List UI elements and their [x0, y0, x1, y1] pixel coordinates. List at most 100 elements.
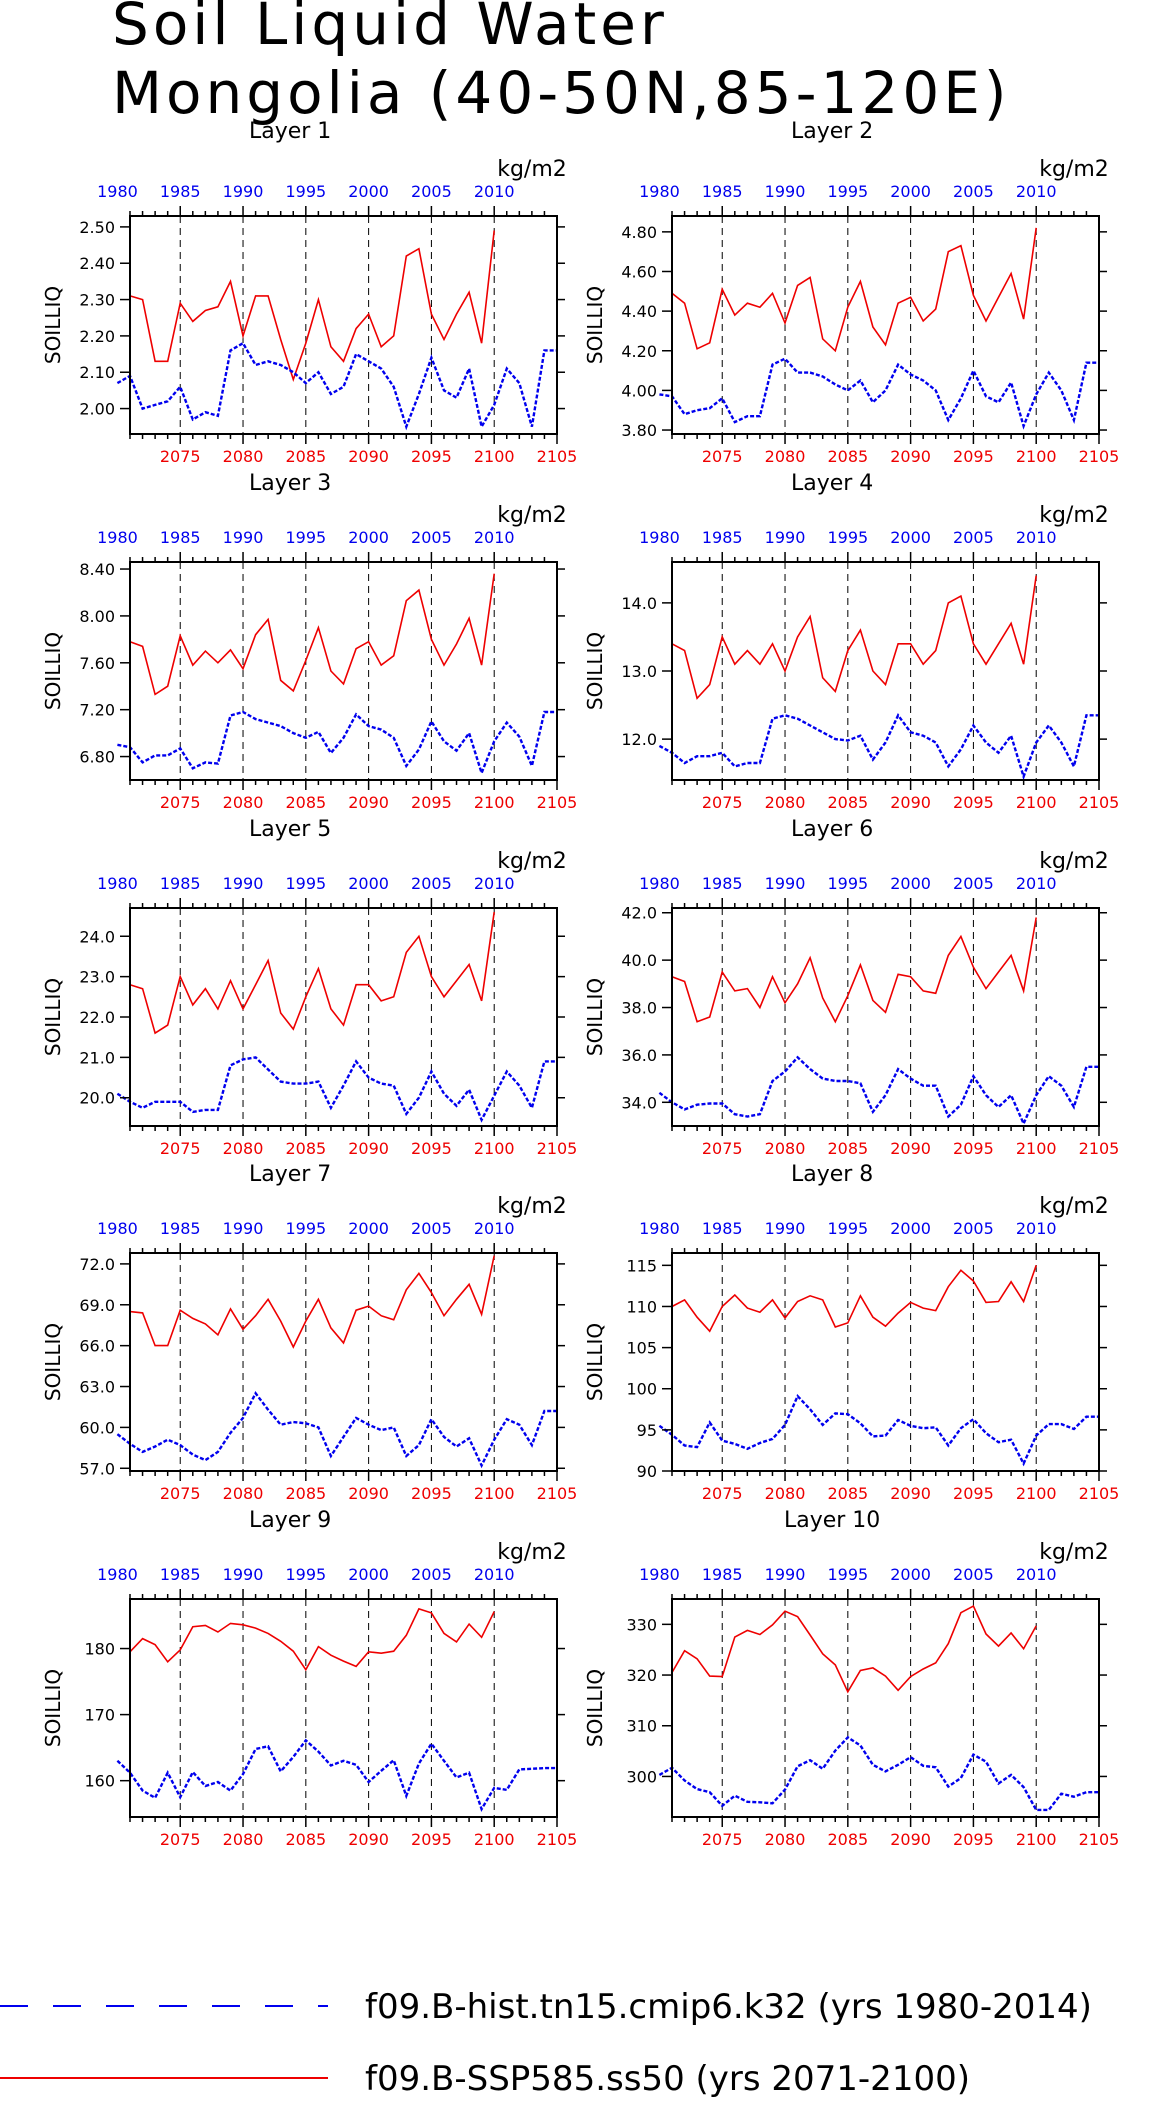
x-tick-label-bottom: 2090: [348, 1139, 389, 1158]
x-tick-label-bottom: 2100: [474, 447, 515, 466]
y-tick-label: 4.20: [621, 342, 657, 361]
x-tick-label-bottom: 2105: [1079, 1484, 1120, 1503]
series-ssp-line: [671, 1604, 1037, 1694]
x-tick-label-top: 1985: [702, 528, 743, 547]
y-tick-label: 38.0: [621, 999, 657, 1018]
y-tick-label: 4.80: [621, 223, 657, 242]
y-tick-label: 2.30: [79, 291, 115, 310]
units-label: kg/m2: [1039, 157, 1109, 182]
x-tick-label-top: 2005: [953, 1565, 994, 1584]
y-tick-label: 8.00: [79, 607, 115, 626]
x-tick-label-bottom: 2085: [285, 447, 326, 466]
panel-layer-8: 2075 2080 2085 2090 2095 2100 2105 1980 1985 1990…: [583, 1162, 1119, 1503]
series-hist-line: [658, 1393, 1099, 1467]
series-ssp-line: [129, 230, 495, 383]
x-tick-label-bottom: 2105: [537, 1484, 578, 1503]
y-tick-label: 320: [626, 1666, 657, 1685]
y-tick-label: 13.0: [621, 662, 657, 681]
panel-layer-6: 2075 2080 2085 2090 2095 2100 2105 1980 1985 1990…: [583, 817, 1119, 1158]
y-tick-label: 6.80: [79, 748, 115, 767]
x-tick-label-bottom: 2105: [1079, 793, 1120, 812]
x-tick-label-top: 2005: [411, 1219, 452, 1238]
figure-title: Soil Liquid Water Mongolia (40-50N,85-12…: [112, 0, 1007, 127]
x-tick-label-bottom: 2095: [411, 1830, 452, 1849]
x-tick-label-bottom: 2090: [890, 1830, 931, 1849]
x-tick-label-bottom: 2085: [827, 793, 868, 812]
panel-layer-10: 2075 2080 2085 2090 2095 2100 2105 1980 1985 1990…: [583, 1508, 1119, 1849]
panel-layer-4: 2075 2080 2085 2090 2095 2100 2105 1980 1985 1990…: [583, 471, 1119, 812]
x-tick-label-top: 1985: [160, 1219, 201, 1238]
x-tick-label-top: 1990: [765, 1565, 806, 1584]
x-tick-label-top: 2010: [1016, 1219, 1057, 1238]
panel-layer-2: 2075 2080 2085 2090 2095 2100 2105 1980 1985 1990…: [583, 119, 1119, 466]
panel-title: Layer 7: [249, 1162, 331, 1187]
x-tick-label-top: 1980: [97, 182, 138, 201]
x-tick-label-bottom: 2085: [285, 1139, 326, 1158]
panel-title: Layer 8: [791, 1162, 873, 1187]
x-tick-label-top: 1990: [765, 1219, 806, 1238]
x-tick-label-top: 2010: [474, 1565, 515, 1584]
x-tick-label-bottom: 2090: [890, 1484, 931, 1503]
x-tick-label-bottom: 2080: [765, 1484, 806, 1503]
x-tick-label-bottom: 2100: [474, 1830, 515, 1849]
panel-title: Layer 4: [791, 471, 873, 496]
x-tick-label-bottom: 2095: [953, 1484, 994, 1503]
x-tick-label-bottom: 2080: [223, 1830, 264, 1849]
y-axis-title: SOILLIQ: [583, 1323, 607, 1401]
x-tick-label-bottom: 2105: [537, 1139, 578, 1158]
panel-title: Layer 3: [249, 471, 331, 496]
x-tick-label-bottom: 2100: [1016, 793, 1057, 812]
x-tick-label-top: 1985: [160, 1565, 201, 1584]
x-tick-label-bottom: 2075: [702, 1139, 743, 1158]
x-tick-label-bottom: 2075: [160, 793, 201, 812]
y-tick-label: 21.0: [79, 1048, 115, 1067]
series-hist-line: [658, 1735, 1099, 1812]
x-tick-label-top: 1990: [223, 1219, 264, 1238]
x-tick-label-top: 2000: [348, 1565, 389, 1584]
x-tick-label-bottom: 2075: [160, 1139, 201, 1158]
x-tick-label-top: 2000: [890, 528, 931, 547]
x-tick-label-top: 2000: [348, 528, 389, 547]
x-tick-label-bottom: 2095: [411, 447, 452, 466]
x-tick-label-bottom: 2095: [953, 1830, 994, 1849]
x-tick-label-top: 1990: [223, 528, 264, 547]
series-ssp-line: [671, 917, 1037, 1024]
y-tick-label: 23.0: [79, 968, 115, 987]
y-tick-label: 22.0: [79, 1008, 115, 1027]
x-tick-label-bottom: 2105: [537, 1830, 578, 1849]
y-tick-label: 2.00: [79, 400, 115, 419]
y-tick-label: 180: [84, 1640, 115, 1659]
x-tick-label-top: 1980: [639, 182, 680, 201]
x-tick-label-top: 1985: [160, 528, 201, 547]
y-tick-label: 63.0: [79, 1378, 115, 1397]
legend-ssp-label: f09.B-SSP585.ss50 (yrs 2071-2100): [365, 2059, 970, 2099]
x-tick-label-top: 1985: [160, 182, 201, 201]
x-tick-label-top: 2010: [1016, 182, 1057, 201]
x-tick-label-top: 1995: [285, 874, 326, 893]
x-tick-label-top: 2000: [348, 1219, 389, 1238]
y-axis-title: SOILLIQ: [41, 286, 65, 364]
x-tick-label-top: 1995: [827, 874, 868, 893]
legend-hist-label: f09.B-hist.tn15.cmip6.k32 (yrs 1980-2014…: [365, 1987, 1092, 2027]
series-ssp-line: [129, 1255, 495, 1349]
y-tick-label: 2.40: [79, 254, 115, 273]
y-tick-label: 105: [626, 1339, 657, 1358]
series-hist-line: [116, 1391, 557, 1469]
x-tick-label-bottom: 2100: [1016, 447, 1057, 466]
y-tick-label: 330: [626, 1615, 657, 1634]
series-ssp-line: [671, 227, 1037, 353]
y-tick-label: 36.0: [621, 1046, 657, 1065]
y-tick-label: 34.0: [621, 1093, 657, 1112]
x-tick-label-top: 1995: [827, 182, 868, 201]
x-tick-label-bottom: 2090: [890, 1139, 931, 1158]
y-axis-title: SOILLIQ: [41, 978, 65, 1056]
panel-title: Layer 5: [249, 817, 331, 842]
x-tick-label-bottom: 2100: [1016, 1830, 1057, 1849]
y-tick-label: 3.80: [621, 421, 657, 440]
x-tick-label-bottom: 2100: [474, 793, 515, 812]
x-tick-label-bottom: 2095: [953, 793, 994, 812]
panel-title: Layer 6: [791, 817, 873, 842]
x-tick-label-top: 1980: [639, 1219, 680, 1238]
panel-layer-1: 2075 2080 2085 2090 2095 2100 2105 1980 1985 1990…: [41, 119, 577, 466]
